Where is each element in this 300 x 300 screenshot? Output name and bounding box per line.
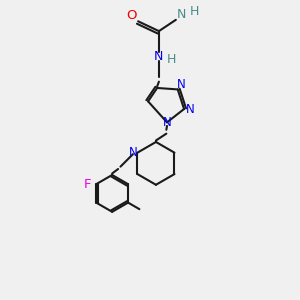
Text: N: N bbox=[163, 116, 171, 129]
Text: N: N bbox=[154, 50, 164, 63]
Text: N: N bbox=[186, 103, 195, 116]
Text: N: N bbox=[129, 146, 137, 159]
Text: O: O bbox=[126, 9, 136, 22]
Text: H: H bbox=[190, 5, 199, 18]
Text: N: N bbox=[177, 79, 186, 92]
Text: F: F bbox=[84, 178, 92, 191]
Text: N: N bbox=[176, 8, 186, 21]
Text: H: H bbox=[167, 53, 176, 66]
